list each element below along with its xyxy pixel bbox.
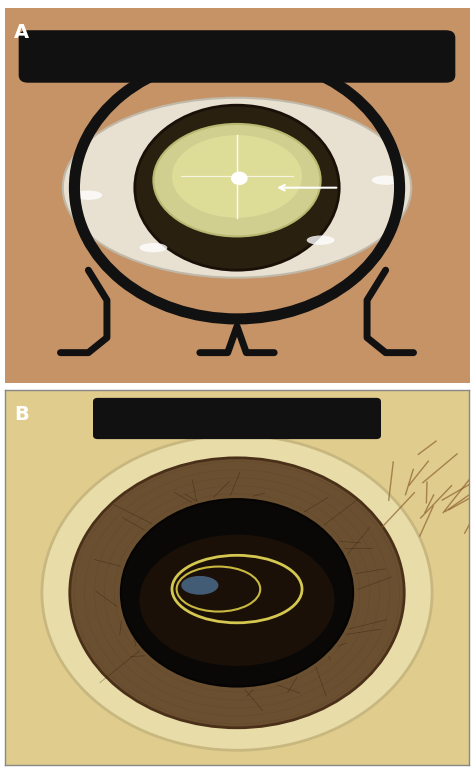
Ellipse shape <box>63 97 411 278</box>
Ellipse shape <box>307 236 335 245</box>
Ellipse shape <box>74 190 102 200</box>
Text: B: B <box>14 405 29 424</box>
Circle shape <box>231 172 248 185</box>
Circle shape <box>42 435 432 751</box>
Ellipse shape <box>172 135 302 218</box>
Ellipse shape <box>154 124 320 237</box>
FancyBboxPatch shape <box>18 30 456 83</box>
Ellipse shape <box>181 576 219 594</box>
Circle shape <box>70 458 404 728</box>
Ellipse shape <box>139 535 335 666</box>
Ellipse shape <box>372 175 400 185</box>
Circle shape <box>135 105 339 271</box>
Text: A: A <box>14 22 29 42</box>
Ellipse shape <box>139 243 167 252</box>
FancyBboxPatch shape <box>93 398 381 439</box>
Circle shape <box>121 499 353 686</box>
